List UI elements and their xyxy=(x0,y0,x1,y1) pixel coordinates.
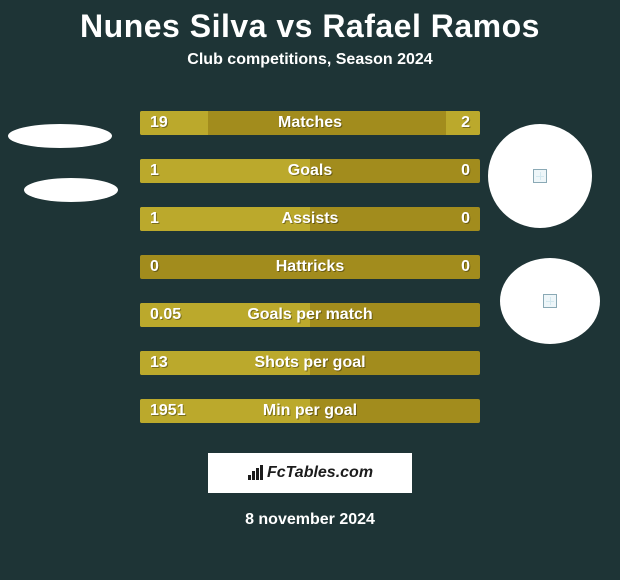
stat-row: 192Matches xyxy=(140,111,480,135)
stat-label: Matches xyxy=(140,114,480,132)
bars-icon xyxy=(247,465,263,481)
stat-row: 1951Min per goal xyxy=(140,399,480,423)
stat-label: Goals per match xyxy=(140,306,480,324)
player-left-badge-2 xyxy=(24,178,118,202)
stat-label: Assists xyxy=(140,210,480,228)
stat-label: Goals xyxy=(140,162,480,180)
player-right-badge-1 xyxy=(488,124,592,228)
stat-row: 10Goals xyxy=(140,159,480,183)
brand-box[interactable]: FcTables.com xyxy=(208,453,412,493)
brand-text: FcTables.com xyxy=(267,464,373,482)
stat-row: 10Assists xyxy=(140,207,480,231)
stat-row: 00Hattricks xyxy=(140,255,480,279)
player-left-badge-1 xyxy=(8,124,112,148)
player-right-badge-2 xyxy=(500,258,600,344)
stat-label: Hattricks xyxy=(140,258,480,276)
stat-row: 13Shots per goal xyxy=(140,351,480,375)
stat-label: Shots per goal xyxy=(140,354,480,372)
stat-row: 0.05Goals per match xyxy=(140,303,480,327)
footer-date: 8 november 2024 xyxy=(0,511,620,529)
stat-label: Min per goal xyxy=(140,402,480,420)
placeholder-image-icon xyxy=(543,294,557,308)
placeholder-image-icon xyxy=(533,169,547,183)
page-title: Nunes Silva vs Rafael Ramos xyxy=(0,0,620,45)
page-subtitle: Club competitions, Season 2024 xyxy=(0,51,620,69)
